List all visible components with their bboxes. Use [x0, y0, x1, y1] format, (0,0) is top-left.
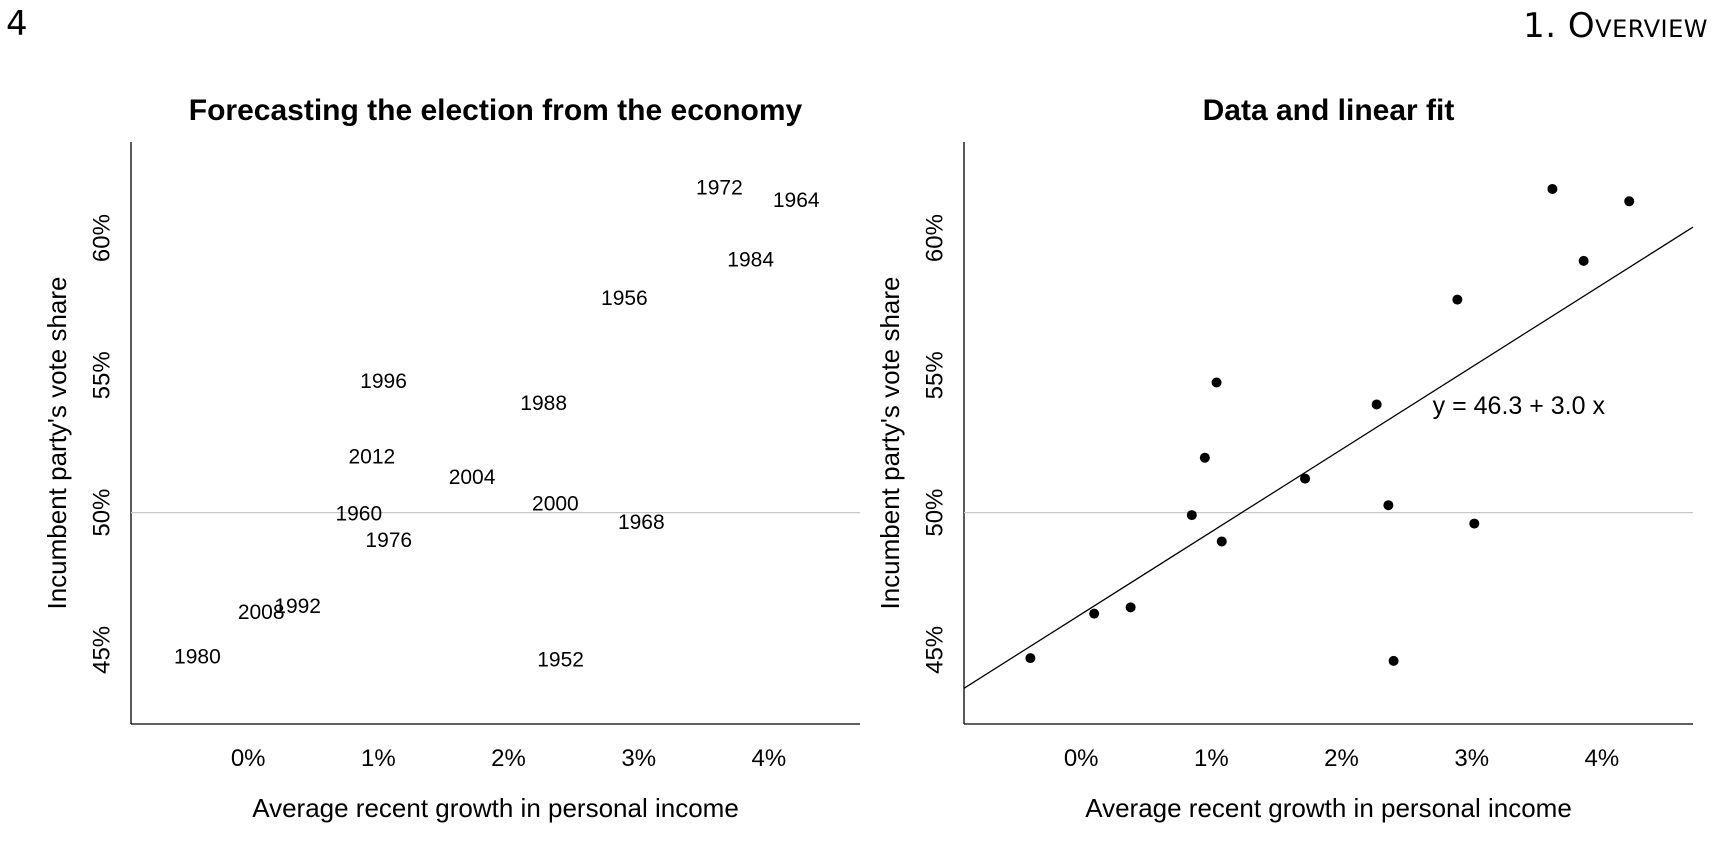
- data-point: [1199, 452, 1210, 463]
- data-point: [1578, 255, 1589, 266]
- data-point: [1469, 518, 1480, 529]
- page-number: 4: [6, 4, 28, 44]
- y-tick-label: 60%: [921, 214, 948, 262]
- x-tick-label: 4%: [1585, 745, 1620, 772]
- chart-title: Data and linear fit: [1203, 94, 1455, 127]
- x-axis-label: Average recent growth in personal income: [1085, 793, 1572, 823]
- data-point: [1624, 196, 1635, 207]
- y-tick-label: 60%: [88, 214, 115, 262]
- y-axis-label: Incumbent party's vote share: [42, 276, 72, 609]
- chapter-heading: 1. Overview: [1523, 6, 1708, 46]
- data-point: [1547, 183, 1558, 194]
- chart-data-and-linear-fit: Data and linear fit 0% 1% 2% 3% 4% 45% 50% 55% 60…: [875, 94, 1694, 823]
- x-tick-label: 2%: [1324, 745, 1359, 772]
- x-tick-label: 0%: [1064, 745, 1099, 772]
- year-label-1984: 1984: [727, 248, 774, 271]
- data-point: [1452, 294, 1463, 305]
- data-point: [1388, 655, 1399, 666]
- data-point: [1300, 473, 1311, 484]
- data-point: [1211, 377, 1222, 388]
- year-label-1972: 1972: [696, 176, 743, 199]
- y-tick-label: 55%: [921, 351, 948, 399]
- x-tick-label: 3%: [1454, 745, 1489, 772]
- y-tick-label: 50%: [88, 489, 115, 537]
- data-point: [1089, 608, 1100, 619]
- year-label-1988: 1988: [520, 392, 567, 415]
- data-point: [1186, 510, 1197, 521]
- x-tick-label: 3%: [621, 745, 656, 772]
- year-label-1956: 1956: [601, 287, 648, 310]
- y-tick-label: 50%: [921, 489, 948, 537]
- chart-title: Forecasting the election from the econom…: [189, 94, 803, 127]
- y-tick-label: 45%: [88, 626, 115, 674]
- y-tick-label: 55%: [88, 351, 115, 399]
- x-tick-label: 1%: [1194, 745, 1229, 772]
- year-label-1992: 1992: [274, 595, 321, 618]
- data-point: [1371, 399, 1382, 410]
- data-point: [1216, 536, 1227, 547]
- year-label-1980: 1980: [174, 646, 221, 669]
- year-label-1952: 1952: [537, 648, 584, 671]
- x-tick-label: 1%: [361, 745, 396, 772]
- year-label-1960: 1960: [335, 503, 382, 526]
- year-label-2012: 2012: [348, 445, 395, 468]
- y-axis-label: Incumbent party's vote share: [875, 276, 905, 609]
- x-tick-label: 0%: [231, 745, 266, 772]
- chart-forecast-by-year: Forecasting the election from the econom…: [42, 94, 860, 823]
- year-label-2004: 2004: [449, 466, 496, 489]
- y-tick-label: 45%: [921, 626, 948, 674]
- fit-line: [963, 226, 1694, 689]
- data-point: [1025, 653, 1036, 664]
- year-label-1964: 1964: [773, 189, 820, 212]
- data-point: [1383, 500, 1394, 511]
- year-label-1996: 1996: [360, 370, 407, 393]
- x-tick-label: 4%: [752, 745, 787, 772]
- year-label-1968: 1968: [618, 511, 665, 534]
- x-axis-label: Average recent growth in personal income: [252, 793, 739, 823]
- year-label-1976: 1976: [365, 529, 412, 552]
- fit-equation: y = 46.3 + 3.0 x: [1433, 392, 1606, 420]
- year-label-2000: 2000: [532, 493, 579, 516]
- x-tick-label: 2%: [491, 745, 526, 772]
- data-point: [1125, 602, 1136, 613]
- year-label-2008: 2008: [238, 601, 285, 624]
